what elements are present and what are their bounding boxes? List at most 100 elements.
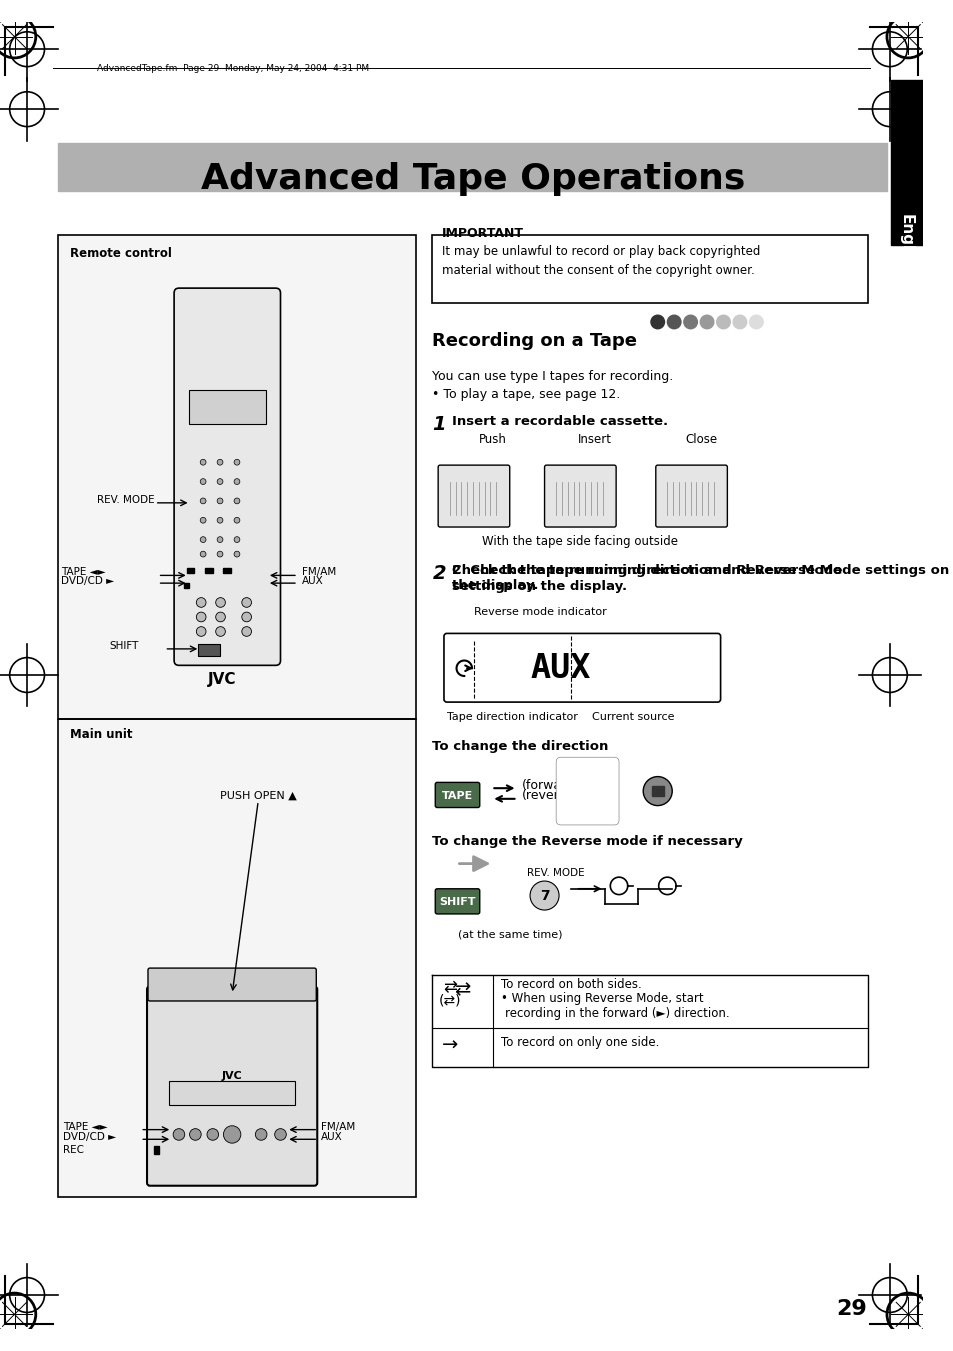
FancyBboxPatch shape bbox=[435, 782, 479, 808]
Circle shape bbox=[200, 478, 206, 485]
Circle shape bbox=[233, 499, 239, 504]
Text: To change the Reverse mode if necessary: To change the Reverse mode if necessary bbox=[432, 835, 742, 847]
Text: It may be unlawful to record or play back copyrighted
material without the conse: It may be unlawful to record or play bac… bbox=[441, 245, 760, 277]
Circle shape bbox=[233, 517, 239, 523]
Text: ⇄: ⇄ bbox=[442, 978, 456, 997]
Text: To record on only one side.: To record on only one side. bbox=[500, 1036, 659, 1048]
Circle shape bbox=[683, 315, 697, 328]
Text: AUX: AUX bbox=[301, 576, 323, 586]
Circle shape bbox=[700, 315, 713, 328]
Text: • When using Reverse Mode, start: • When using Reverse Mode, start bbox=[500, 992, 703, 1005]
Text: SHIFT: SHIFT bbox=[110, 640, 138, 651]
Circle shape bbox=[172, 1128, 185, 1140]
Circle shape bbox=[642, 777, 672, 805]
Circle shape bbox=[217, 551, 223, 557]
Bar bbox=[58, 143, 886, 192]
Text: Advanced Tape Operations: Advanced Tape Operations bbox=[200, 162, 744, 196]
Text: IMPORTANT: IMPORTANT bbox=[441, 227, 523, 240]
Text: REV. MODE: REV. MODE bbox=[96, 494, 154, 505]
Text: 1: 1 bbox=[432, 415, 445, 434]
Circle shape bbox=[716, 315, 729, 328]
Text: Tape direction indicator: Tape direction indicator bbox=[446, 712, 578, 721]
Text: To change the direction: To change the direction bbox=[432, 740, 608, 753]
Circle shape bbox=[217, 478, 223, 485]
Circle shape bbox=[215, 597, 225, 608]
Circle shape bbox=[233, 459, 239, 465]
Bar bbox=[184, 584, 189, 588]
FancyBboxPatch shape bbox=[556, 757, 618, 825]
Bar bbox=[58, 719, 416, 1197]
Bar bbox=[58, 235, 416, 719]
Circle shape bbox=[215, 627, 225, 636]
Text: Reverse mode indicator: Reverse mode indicator bbox=[474, 608, 606, 617]
Text: 29: 29 bbox=[835, 1298, 865, 1319]
Circle shape bbox=[274, 1128, 286, 1140]
Text: Check the tape running direction and Reverse Mode: Check the tape running direction and Rev… bbox=[451, 563, 841, 577]
Circle shape bbox=[667, 315, 680, 328]
FancyBboxPatch shape bbox=[443, 634, 720, 703]
Circle shape bbox=[217, 459, 223, 465]
Text: FM/AM: FM/AM bbox=[321, 1121, 355, 1132]
Text: Recording on a Tape: Recording on a Tape bbox=[432, 331, 637, 350]
Text: settings on the display.: settings on the display. bbox=[451, 580, 626, 593]
Circle shape bbox=[200, 517, 206, 523]
Text: • To play a tape, see page 12.: • To play a tape, see page 12. bbox=[432, 388, 620, 401]
Bar bbox=[58, 719, 416, 1197]
Circle shape bbox=[196, 612, 206, 621]
Circle shape bbox=[200, 459, 206, 465]
Text: REC: REC bbox=[63, 1144, 84, 1155]
Circle shape bbox=[196, 597, 206, 608]
Circle shape bbox=[233, 551, 239, 557]
Text: PUSH OPEN ▲: PUSH OPEN ▲ bbox=[219, 792, 296, 801]
Circle shape bbox=[200, 536, 206, 543]
Bar bbox=[153, 1146, 158, 1154]
Bar bbox=[189, 389, 266, 423]
Circle shape bbox=[200, 499, 206, 504]
Bar bbox=[187, 567, 194, 573]
Text: AUX: AUX bbox=[321, 1132, 342, 1143]
Text: 2: 2 bbox=[432, 563, 445, 582]
Text: DVD/CD ►: DVD/CD ► bbox=[63, 1132, 116, 1143]
Circle shape bbox=[733, 315, 746, 328]
Text: Push: Push bbox=[478, 434, 507, 446]
Circle shape bbox=[530, 881, 558, 911]
Text: Close: Close bbox=[684, 434, 717, 446]
Text: Current source: Current source bbox=[591, 712, 674, 721]
Circle shape bbox=[196, 627, 206, 636]
Bar bbox=[205, 567, 213, 573]
Circle shape bbox=[749, 315, 762, 328]
FancyBboxPatch shape bbox=[147, 986, 317, 1186]
Circle shape bbox=[255, 1128, 267, 1140]
Circle shape bbox=[650, 315, 664, 328]
Text: (at the same time): (at the same time) bbox=[457, 929, 561, 939]
Circle shape bbox=[217, 536, 223, 543]
Text: ⇄: ⇄ bbox=[454, 979, 470, 998]
Bar bbox=[198, 644, 219, 655]
FancyBboxPatch shape bbox=[655, 465, 726, 527]
Circle shape bbox=[241, 597, 252, 608]
Text: recording in the forward (►) direction.: recording in the forward (►) direction. bbox=[504, 1006, 729, 1020]
Text: FM/AM: FM/AM bbox=[301, 567, 335, 577]
Text: (⇄): (⇄) bbox=[438, 994, 460, 1008]
Text: →: → bbox=[441, 1036, 457, 1055]
Circle shape bbox=[223, 1125, 240, 1143]
Text: 2  Check the tape running direction and Reverse Mode settings on the display.: 2 Check the tape running direction and R… bbox=[451, 563, 948, 592]
Circle shape bbox=[200, 551, 206, 557]
Text: (forward): (forward) bbox=[521, 778, 579, 792]
Text: With the tape side facing outside: With the tape side facing outside bbox=[482, 535, 678, 547]
Text: To record on both sides.: To record on both sides. bbox=[500, 978, 641, 990]
FancyBboxPatch shape bbox=[173, 288, 280, 665]
FancyBboxPatch shape bbox=[435, 889, 479, 913]
Bar bbox=[58, 235, 416, 719]
Text: English: English bbox=[898, 213, 913, 276]
Text: AdvancedTape.fm  Page 29  Monday, May 24, 2004  4:31 PM: AdvancedTape.fm Page 29 Monday, May 24, … bbox=[96, 63, 369, 73]
Text: JVC: JVC bbox=[208, 673, 236, 688]
Bar bbox=[169, 1081, 294, 1105]
Circle shape bbox=[241, 627, 252, 636]
Circle shape bbox=[233, 536, 239, 543]
Text: AUX: AUX bbox=[530, 651, 591, 685]
Text: Insert a recordable cassette.: Insert a recordable cassette. bbox=[451, 415, 667, 428]
Circle shape bbox=[241, 612, 252, 621]
Text: Insert: Insert bbox=[578, 434, 611, 446]
FancyBboxPatch shape bbox=[437, 465, 509, 527]
